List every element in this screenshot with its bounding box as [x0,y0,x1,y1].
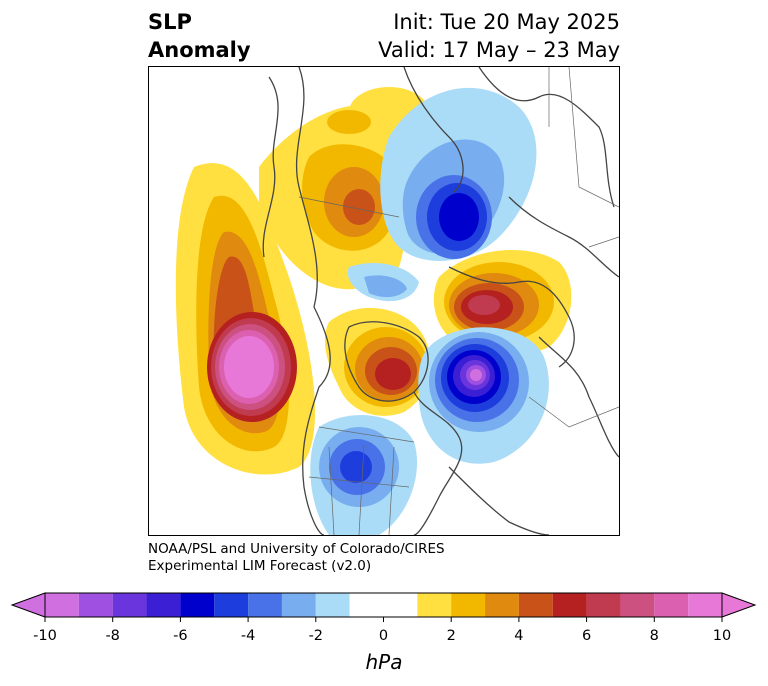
colorbar-cell [586,593,621,617]
slp-anomaly-map [175,67,619,535]
colorbar-tick-label: 10 [712,628,732,644]
credit-line-1: NOAA/PSL and University of Colorado/CIRE… [148,541,445,557]
colorbar-tick-label: 6 [581,628,592,644]
colorbar-tick-label: 0 [378,628,389,644]
colorbar-tick-label: -8 [105,628,120,644]
colorbar-cell [518,593,553,617]
colorbar-cell [214,593,249,617]
arctic-low-anomaly [347,87,537,302]
colorbar-tick-label: 4 [514,628,524,644]
colorbar-cell [112,593,147,617]
map-panel [148,66,620,536]
valid-range: Valid: 17 May – 23 May [378,38,620,62]
colorbar-cell [417,593,452,617]
coastlines [262,67,619,535]
map-title: SLP Anomaly [148,8,251,64]
colorbar-tick-label: -6 [173,628,188,644]
colorbar-under-arrow [10,592,46,618]
colorbar-cell [552,593,587,617]
title-line-2: Anomaly [148,38,251,62]
init-date: Init: Tue 20 May 2025 [393,10,620,34]
colorbar-over-arrow [721,592,757,618]
colorbar-cell [349,593,418,617]
colorbar-tick-label: -10 [33,628,57,644]
title-line-1: SLP [148,10,192,34]
colorbar-cell [654,593,689,617]
colorbar-cell [315,593,350,617]
colorbar-cell [281,593,316,617]
colorbar-cell [78,593,113,617]
colorbar-tick-label: 8 [649,628,659,644]
colorbar-unit-label: hPa [365,650,403,674]
colorbar-cell [451,593,486,617]
north-atlantic-low-anomaly [418,327,549,464]
colorbar-cell [688,593,722,617]
credit-text: NOAA/PSL and University of Colorado/CIRE… [148,541,445,575]
colorbar-cell [45,593,79,617]
pacific-high-anomaly [175,163,316,475]
us-low-anomaly [310,415,418,535]
colorbar-cell [248,593,282,617]
colorbar-tick-label: -4 [240,628,256,644]
colorbar-cell [146,593,181,617]
colorbar-cell [485,593,519,617]
colorbar-cell [620,593,655,617]
colorbar-cell [180,593,215,617]
colorbar-tick-label: 2 [446,628,456,644]
credit-line-2: Experimental LIM Forecast (v2.0) [148,558,372,574]
colorbar-tick-label: -2 [308,628,324,644]
colorbar [10,592,757,622]
borders [298,67,619,535]
forecast-dates: Init: Tue 20 May 2025 Valid: 17 May – 23… [378,8,620,64]
hudson-bay-high-anomaly [324,307,432,416]
